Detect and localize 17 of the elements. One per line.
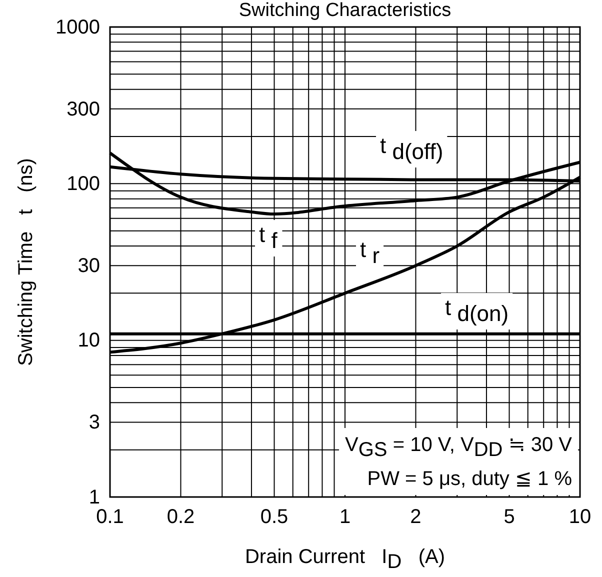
y-axis-title: Switching Time t (ns): [15, 158, 37, 366]
y-tick-label: 10: [78, 330, 100, 352]
chart-title: Switching Characteristics: [238, 0, 452, 21]
x-tick-label: 1: [339, 506, 351, 528]
x-tick-label: 0.2: [166, 506, 195, 528]
y-tick-label: 3: [88, 412, 100, 434]
y-tick-label: 30: [78, 254, 100, 277]
y-tick-label: 1: [88, 486, 100, 508]
x-tick-label: 0.1: [96, 506, 124, 528]
x-tick-label: 5: [504, 506, 515, 528]
annotation: PW = 5 μs, duty ≦ 1 %: [367, 468, 572, 490]
x-tick-label: 10: [568, 506, 592, 528]
y-tick-label: 100: [66, 173, 100, 196]
y-tick-label: 300: [66, 98, 100, 120]
x-tick-label: 2: [410, 506, 422, 528]
x-tick-label: 0.5: [260, 506, 288, 528]
y-tick-label: 1000: [56, 16, 100, 38]
